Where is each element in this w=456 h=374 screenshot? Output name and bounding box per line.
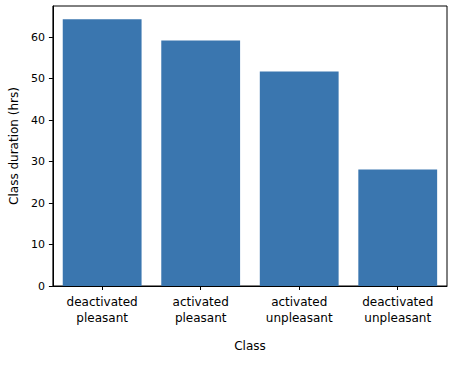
svg-text:unpleasant: unpleasant <box>266 311 333 325</box>
svg-text:activated: activated <box>173 295 229 309</box>
svg-text:60: 60 <box>31 31 45 44</box>
svg-text:Class: Class <box>234 339 266 353</box>
svg-text:unpleasant: unpleasant <box>364 311 431 325</box>
svg-text:40: 40 <box>31 114 45 127</box>
svg-text:activated: activated <box>271 295 327 309</box>
svg-text:deactivated: deactivated <box>67 295 138 309</box>
svg-text:50: 50 <box>31 72 45 85</box>
svg-text:0: 0 <box>38 280 45 293</box>
svg-text:30: 30 <box>31 155 45 168</box>
svg-text:pleasant: pleasant <box>175 311 227 325</box>
svg-text:10: 10 <box>31 238 45 251</box>
svg-text:deactivated: deactivated <box>362 295 433 309</box>
svg-text:20: 20 <box>31 197 45 210</box>
svg-text:Class duration (hrs): Class duration (hrs) <box>7 87 21 205</box>
svg-text:pleasant: pleasant <box>76 311 128 325</box>
